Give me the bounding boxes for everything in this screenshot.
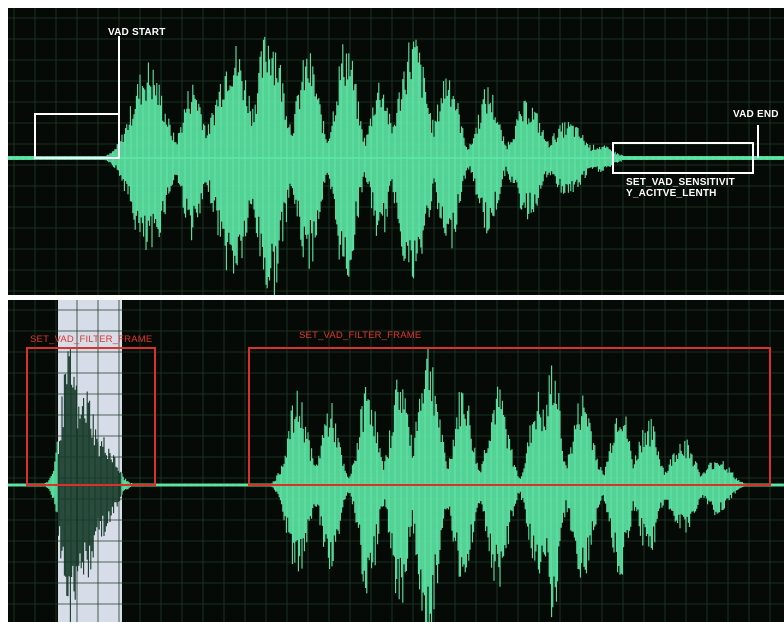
waveform-top: [8, 8, 784, 295]
vad-end-box: [612, 142, 754, 174]
filter-frame-label-left: SET_VAD_FILTER_FRAME: [30, 334, 153, 345]
vad-start-label: VAD START: [108, 27, 166, 38]
filter-frame-box-right: [248, 347, 771, 486]
filter-frame-label-right: SET_VAD_FILTER_FRAME: [299, 330, 422, 341]
waveform-panel-bottom: SET_VAD_FILTER_FRAME SET_VAD_FILTER_FRAM…: [8, 300, 784, 622]
waveform-bottom: [8, 300, 784, 622]
vad-end-label: VAD END: [733, 109, 779, 120]
sensitivity-label: SET_VAD_SENSITIVIT Y_ACITVE_LENTH: [626, 177, 735, 199]
waveform-top-bars: [8, 36, 784, 295]
filter-frame-box-left: [26, 347, 156, 486]
waveform-panel-top: VAD START VAD END SET_VAD_SENSITIVIT Y_A…: [8, 8, 784, 295]
